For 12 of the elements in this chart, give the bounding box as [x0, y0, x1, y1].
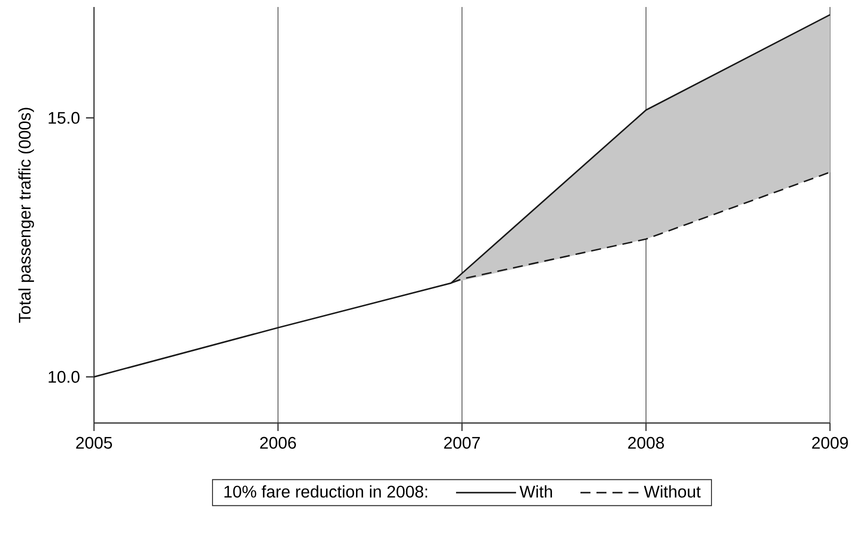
legend-label: Without: [644, 485, 701, 498]
legend-label: With: [520, 485, 552, 498]
x-tick-label: 2008: [628, 436, 664, 449]
y-tick-label: 10.0: [48, 370, 80, 383]
legend-title: 10% fare reduction in 2008:: [224, 485, 428, 498]
x-tick-label: 2006: [260, 436, 296, 449]
x-tick-label: 2007: [444, 436, 480, 449]
y-tick-label: 15.0: [48, 112, 80, 124]
y-axis-title: Total passenger traffic (000s): [18, 108, 34, 323]
x-tick-label: 2009: [812, 436, 848, 449]
x-tick-label: 2005: [76, 436, 112, 449]
line-series: [93, 14, 831, 378]
